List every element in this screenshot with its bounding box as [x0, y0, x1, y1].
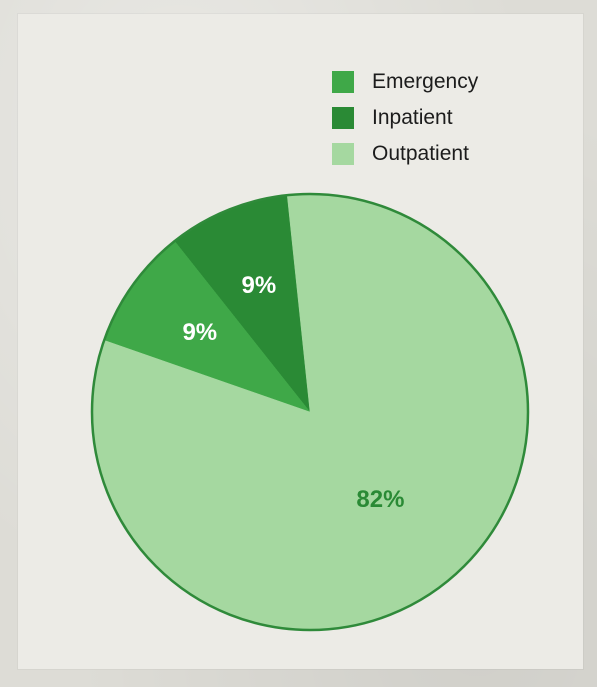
legend-label-emergency: Emergency — [372, 70, 479, 93]
chart-legend: Emergency Inpatient Outpatient — [332, 62, 478, 170]
legend-swatch-outpatient — [332, 143, 354, 165]
slice-label-inpatient: 9% — [242, 272, 277, 299]
slice-label-outpatient: 82% — [356, 486, 404, 513]
legend-swatch-inpatient — [332, 107, 354, 129]
legend-swatch-emergency — [332, 71, 354, 93]
legend-item-emergency: Emergency — [332, 62, 478, 102]
slice-label-emergency: 9% — [182, 319, 217, 346]
pie-border — [90, 192, 530, 632]
legend-label-outpatient: Outpatient — [372, 142, 469, 165]
legend-label-inpatient: Inpatient — [372, 106, 453, 129]
legend-item-inpatient: Inpatient — [332, 98, 478, 138]
legend-item-outpatient: Outpatient — [332, 134, 478, 174]
